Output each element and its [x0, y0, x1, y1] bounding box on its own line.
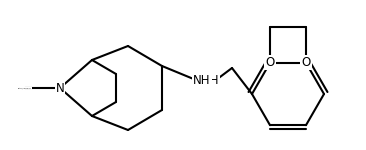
Text: methyl: methyl: [25, 87, 30, 88]
Text: O: O: [301, 56, 311, 69]
Text: NH: NH: [193, 74, 211, 87]
Text: N: N: [56, 81, 64, 94]
Text: NH: NH: [202, 74, 220, 87]
Text: methyl: methyl: [22, 87, 27, 88]
Text: methyl_placeholder: methyl_placeholder: [18, 87, 32, 89]
Text: N: N: [56, 81, 64, 94]
Text: O: O: [265, 56, 274, 69]
